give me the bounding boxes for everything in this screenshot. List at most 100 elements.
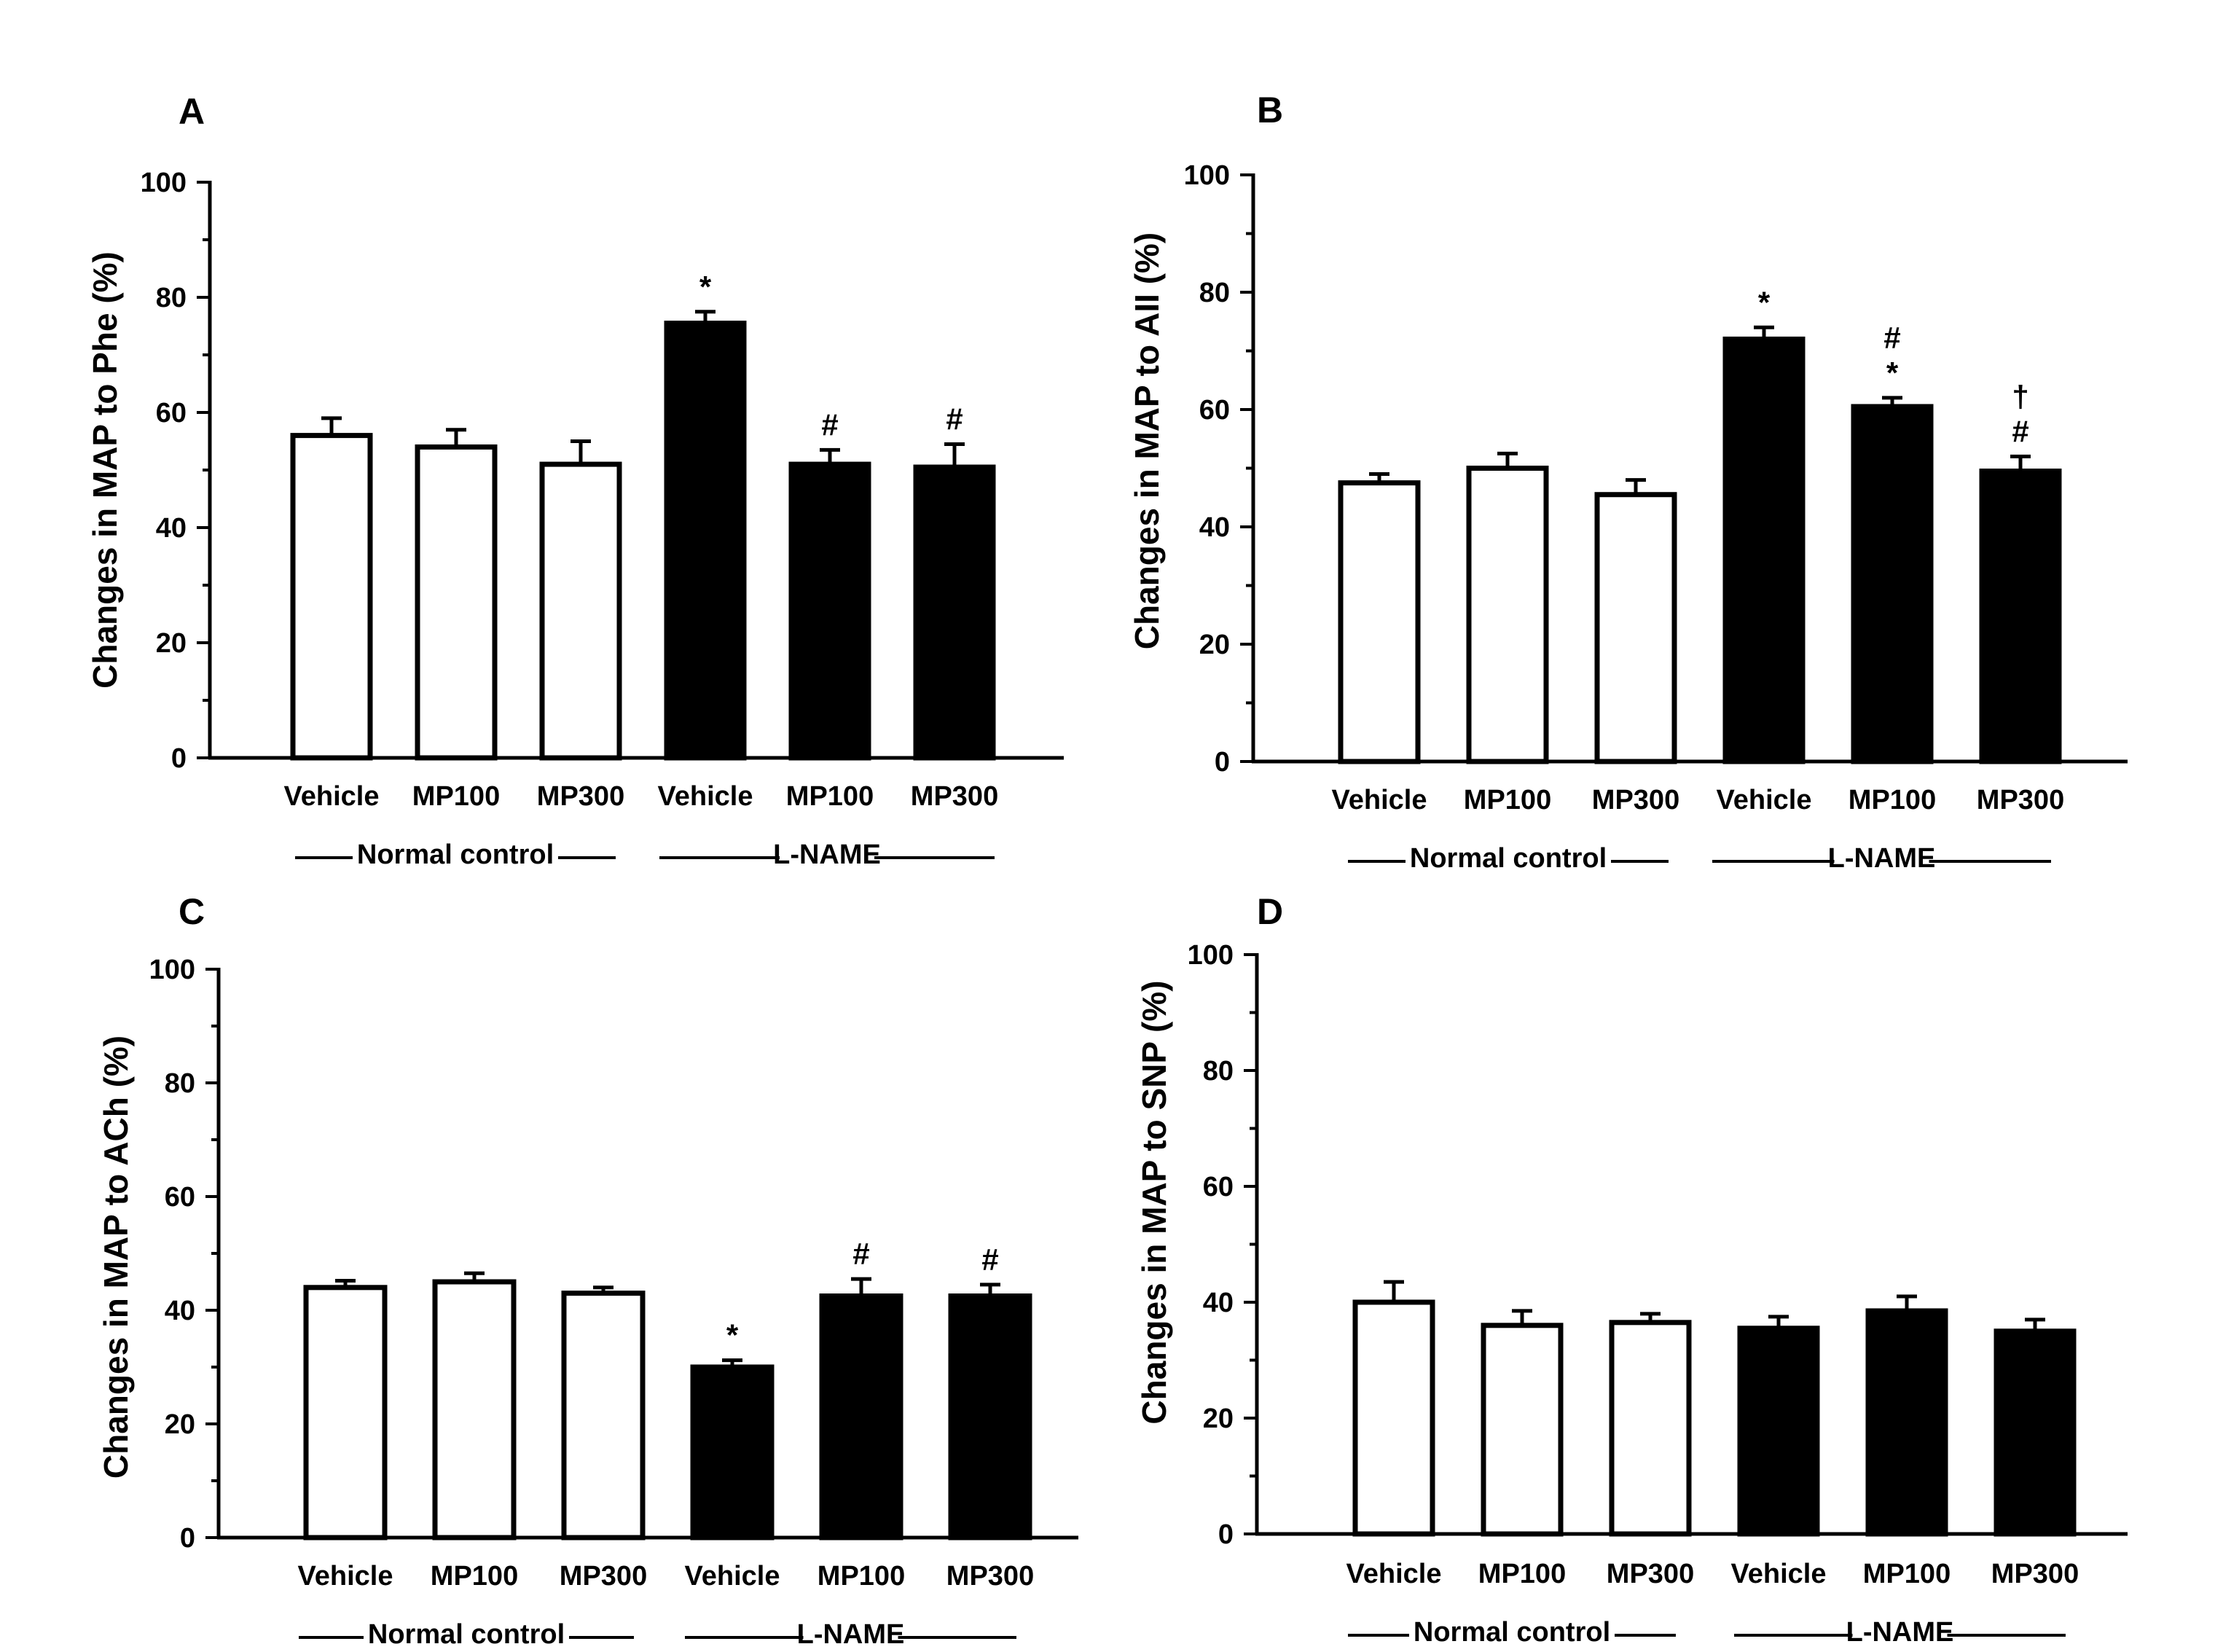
y-tick-label: 100 [149, 955, 195, 985]
bar [561, 1291, 646, 1541]
y-axis-label: Changes in MAP to ACh (%) [97, 1036, 135, 1479]
y-tick-label: 60 [165, 1182, 195, 1213]
significance-marker: * [1758, 285, 1771, 319]
x-category-label: Vehicle [1731, 1559, 1827, 1589]
significance-marker: * [1886, 356, 1899, 390]
bar [1737, 1326, 1820, 1537]
bar [303, 1285, 388, 1541]
significance-marker: # [2012, 414, 2028, 448]
panel-letter: B [1257, 90, 1283, 130]
y-tick-label: 80 [156, 283, 187, 313]
panel-c: C Changes in MAP to ACh (%) 0 20 40 60 80 100 Ve… [97, 891, 1078, 1650]
y-axis-label: Changes in MAP to AII (%) [1128, 232, 1166, 649]
y-tick-label: 100 [1188, 940, 1234, 971]
bar [913, 464, 996, 761]
y-tick-label: 100 [1184, 160, 1230, 191]
bar [1481, 1323, 1564, 1537]
y-tick-label: 60 [156, 398, 187, 428]
y-tick-label: 20 [1199, 630, 1230, 660]
x-category-label: MP300 [1991, 1559, 2079, 1589]
panel-d: D Changes in MAP to SNP (%) 0 20 40 60 80 100 Ve… [1135, 891, 2128, 1648]
x-category-label: MP100 [412, 781, 500, 812]
y-tick-label: 40 [165, 1296, 195, 1326]
bar [415, 444, 498, 761]
y-tick-label: 0 [1215, 747, 1230, 778]
group-label: L-NAME [773, 839, 881, 870]
bar [432, 1279, 517, 1541]
panel-letter: A [179, 91, 205, 132]
bar [1338, 480, 1421, 764]
significance-marker: # [821, 407, 838, 442]
y-tick-label: 80 [1199, 278, 1230, 308]
bar [948, 1293, 1032, 1541]
x-category-label: MP100 [1464, 785, 1551, 815]
y-tick-label: 80 [165, 1068, 195, 1099]
x-category-label: Vehicle [685, 1561, 780, 1592]
bar [1722, 336, 1806, 764]
bar [1865, 1308, 1948, 1537]
panel-b: B Changes in MAP to AII (%) 0 20 40 60 80 100 Ve… [1128, 90, 2128, 874]
x-category-label: MP300 [1977, 785, 2064, 815]
y-tick-label: 20 [165, 1409, 195, 1440]
significance-marker: # [1883, 321, 1900, 355]
group-label: L-NAME [797, 1619, 905, 1650]
bar [1851, 404, 1934, 764]
bar [1609, 1320, 1692, 1537]
x-category-label: MP100 [1849, 785, 1936, 815]
y-tick-label: 80 [1203, 1056, 1234, 1087]
bar [690, 1364, 775, 1541]
x-category-label: MP100 [431, 1561, 518, 1592]
bar [664, 321, 747, 761]
x-category-label: Vehicle [1346, 1559, 1442, 1589]
significance-marker: # [946, 402, 963, 436]
significance-marker: * [726, 1318, 739, 1352]
x-category-label: MP300 [946, 1561, 1034, 1592]
group-label: Normal control [357, 839, 554, 870]
significance-marker: # [852, 1237, 869, 1271]
x-category-label: MP100 [786, 781, 874, 812]
group-label: Normal control [368, 1619, 565, 1650]
x-category-label: Vehicle [1332, 785, 1427, 815]
bar [1993, 1328, 2077, 1537]
x-category-label: Vehicle [1717, 785, 1812, 815]
significance-marker: # [981, 1242, 998, 1277]
bar [1466, 466, 1549, 764]
panel-letter: C [179, 891, 205, 932]
group-label: L-NAME [1828, 843, 1936, 874]
y-tick-label: 60 [1203, 1172, 1234, 1202]
y-tick-label: 0 [180, 1523, 195, 1554]
x-category-label: Vehicle [658, 781, 753, 812]
y-tick-label: 0 [1218, 1519, 1234, 1550]
bar [788, 461, 871, 761]
x-category-label: MP300 [1607, 1559, 1694, 1589]
bar [1979, 469, 2062, 764]
group-label: Normal control [1410, 843, 1607, 874]
group-label: Normal control [1414, 1617, 1610, 1648]
bar [290, 433, 373, 761]
y-tick-label: 40 [156, 513, 187, 544]
y-tick-label: 20 [1203, 1404, 1234, 1434]
x-category-label: MP300 [560, 1561, 647, 1592]
panel-a: A Changes in MAP to Phe (%) 0 20 40 60 80 100 Ve… [86, 91, 1064, 870]
x-category-label: Vehicle [284, 781, 380, 812]
y-tick-label: 0 [171, 743, 187, 774]
bar [1352, 1299, 1435, 1537]
x-category-label: MP100 [1863, 1559, 1951, 1589]
y-axis-label: Changes in MAP to Phe (%) [86, 251, 124, 689]
x-category-label: MP300 [911, 781, 998, 812]
x-category-label: MP100 [818, 1561, 905, 1592]
y-tick-label: 20 [156, 628, 187, 659]
y-tick-label: 60 [1199, 395, 1230, 426]
x-category-label: Vehicle [298, 1561, 393, 1592]
y-tick-label: 40 [1199, 512, 1230, 543]
x-category-label: MP300 [537, 781, 624, 812]
y-axis-label: Changes in MAP to SNP (%) [1135, 980, 1173, 1424]
bar [1594, 492, 1677, 764]
bar [539, 461, 622, 761]
significance-marker: † [2012, 379, 2028, 413]
y-tick-label: 100 [141, 168, 187, 198]
x-category-label: MP300 [1592, 785, 1679, 815]
group-label: L-NAME [1846, 1617, 1954, 1648]
bar [819, 1293, 903, 1541]
